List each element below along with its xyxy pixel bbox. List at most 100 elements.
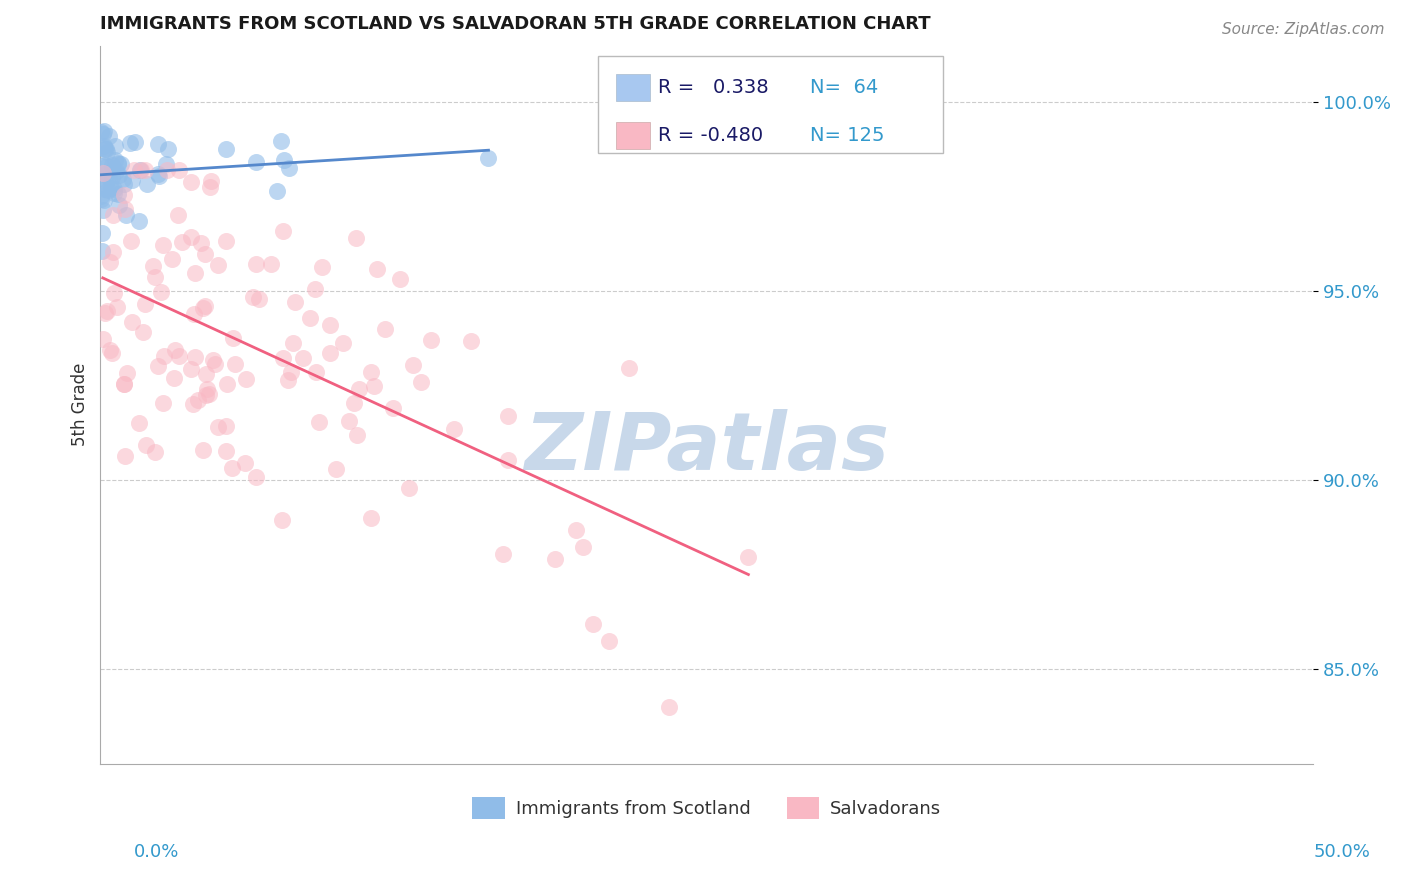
Point [107,187,129,202]
Point [222,331,245,345]
Point [197,382,219,396]
Point [115,208,138,222]
Point [337,414,360,428]
Point [409,375,432,389]
Point [103,182,125,196]
Point [283,336,305,351]
Point [90,188,112,202]
Point [332,336,354,351]
Point [93,178,115,192]
Point [121,173,143,187]
Point [143,445,166,459]
Point [617,361,640,376]
Point [163,371,186,385]
Point [194,388,217,402]
Point [271,351,294,365]
Point [91,226,114,240]
Point [129,163,152,178]
Point [242,290,264,304]
Point [271,513,294,527]
Point [347,382,370,396]
Point [146,167,169,181]
Point [204,357,226,371]
Point [90,244,112,258]
Point [143,269,166,284]
Point [107,168,129,182]
Point [169,163,191,178]
Point [101,244,124,259]
Point [114,449,136,463]
Point [167,349,190,363]
Point [96,166,118,180]
Point [564,524,586,538]
Point [91,166,114,180]
Point [166,208,188,222]
Point [90,160,112,174]
Point [496,409,519,423]
Point [146,359,169,373]
Point [443,422,465,436]
Point [190,236,212,251]
Point [90,192,112,206]
Point [544,552,567,566]
Point [273,153,295,167]
Point [103,186,125,200]
Point [101,346,124,360]
Point [146,137,169,152]
Point [121,315,143,329]
Point [344,231,367,245]
Text: Source: ZipAtlas.com: Source: ZipAtlas.com [1222,22,1385,37]
Point [105,300,128,314]
FancyBboxPatch shape [616,122,650,149]
Point [245,155,267,169]
Point [112,177,135,191]
Point [93,141,115,155]
Point [96,143,118,157]
Point [245,470,267,484]
Point [184,351,207,365]
Point [319,346,342,360]
Point [128,163,150,178]
Y-axis label: 5th Grade: 5th Grade [72,363,89,446]
Point [277,373,299,387]
Point [93,182,115,196]
Point [98,343,121,357]
Point [93,158,115,172]
Point [233,456,256,470]
Point [381,401,404,416]
Point [260,257,283,271]
Point [194,299,217,313]
Point [124,135,146,149]
Text: R =   0.338: R = 0.338 [658,78,769,97]
Point [157,142,180,156]
Point [112,188,135,202]
Point [104,153,127,167]
Point [191,443,214,458]
FancyBboxPatch shape [598,56,943,153]
Point [101,169,124,184]
Point [148,169,170,183]
Point [319,318,342,333]
Point [98,255,121,269]
Point [187,393,209,408]
Point [360,511,382,525]
Point [284,294,307,309]
Point [342,396,364,410]
Point [658,700,681,714]
Point [142,260,165,274]
Point [107,156,129,170]
Point [270,135,292,149]
Point [96,145,118,160]
Point [398,481,420,495]
Point [134,296,156,310]
Point [366,261,388,276]
Point [374,322,396,336]
Text: 0.0%: 0.0% [134,843,179,861]
Text: IMMIGRANTS FROM SCOTLAND VS SALVADORAN 5TH GRADE CORRELATION CHART: IMMIGRANTS FROM SCOTLAND VS SALVADORAN 5… [100,15,931,33]
Point [363,378,385,392]
Point [215,418,238,433]
Point [200,174,222,188]
Point [491,547,513,561]
Point [184,267,207,281]
Point [114,202,136,216]
